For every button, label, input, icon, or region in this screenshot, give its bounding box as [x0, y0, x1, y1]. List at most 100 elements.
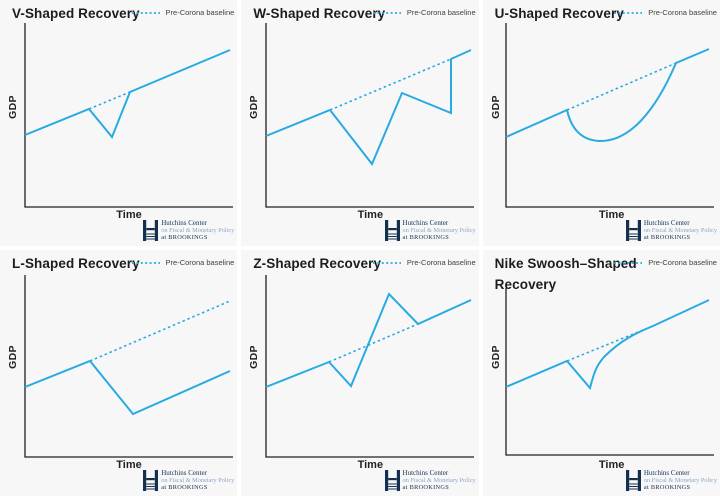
y-axis-label: GDP — [248, 95, 261, 119]
hutchins-brookings-logo: Hutchins Center on Fiscal & Monetary Pol… — [625, 469, 717, 492]
chart-title: W-Shaped Recovery — [253, 6, 386, 21]
logo-line2: on Fiscal & Monetary Policy — [402, 476, 476, 484]
logo-line1: Hutchins Center — [161, 468, 207, 477]
legend-label: Pre-Corona baseline — [648, 8, 717, 17]
hutchins-h-icon — [625, 469, 641, 491]
hutchins-brookings-logo: Hutchins Center on Fiscal & Monetary Pol… — [625, 219, 717, 242]
y-axis-label: GDP — [7, 95, 19, 119]
gdp-line — [265, 292, 472, 388]
logo-text: Hutchins Center on Fiscal & Monetary Pol… — [644, 219, 717, 242]
logo-line2: on Fiscal & Monetary Policy — [161, 476, 235, 484]
x-axis-label: Time — [116, 209, 142, 221]
hutchins-brookings-logo: Hutchins Center on Fiscal & Monetary Pol… — [143, 219, 234, 242]
dotted-line-swatch-icon — [614, 261, 643, 264]
line-chart — [24, 23, 233, 208]
chart-panel-z-shaped: Z-Shaped Recovery Pre-Corona baseline GD… — [241, 250, 479, 496]
hutchins-h-icon — [143, 469, 159, 491]
logo-text: Hutchins Center on Fiscal & Monetary Pol… — [644, 469, 717, 492]
chart-legend: Pre-Corona baseline — [372, 8, 476, 17]
chart-panel-w-shaped: W-Shaped Recovery Pre-Corona baseline GD… — [241, 0, 479, 246]
x-axis-label: Time — [357, 209, 384, 221]
hutchins-h-icon — [384, 469, 400, 491]
gdp-line — [265, 49, 472, 166]
dotted-line-swatch-icon — [372, 11, 401, 14]
line-chart — [505, 288, 714, 456]
chart-panel-v-shaped: V-Shaped Recovery Pre-Corona baseline GD… — [0, 0, 238, 246]
logo-line1: Hutchins Center — [161, 218, 207, 227]
hutchins-h-icon — [384, 219, 400, 241]
y-axis-label: GDP — [7, 345, 19, 369]
logo-line2: on Fiscal & Monetary Policy — [643, 226, 717, 234]
logo-text: Hutchins Center on Fiscal & Monetary Pol… — [403, 219, 476, 242]
logo-text: Hutchins Center on Fiscal & Monetary Pol… — [403, 469, 476, 492]
y-axis-label: GDP — [248, 345, 261, 369]
baseline-dotted-line — [88, 91, 131, 110]
legend-label: Pre-Corona baseline — [648, 258, 717, 267]
legend-label: Pre-Corona baseline — [406, 258, 476, 267]
line-chart — [265, 275, 475, 458]
chart-title: V-Shaped Recovery — [12, 6, 140, 21]
line-chart — [265, 23, 475, 208]
axes — [24, 275, 233, 458]
hutchins-brookings-logo: Hutchins Center on Fiscal & Monetary Pol… — [143, 469, 234, 492]
chart-panel-u-shaped: U-Shaped Recovery Pre-Corona baseline GD… — [482, 0, 720, 246]
baseline-dotted-line — [329, 323, 419, 363]
legend-label: Pre-Corona baseline — [165, 8, 235, 17]
axes — [265, 23, 475, 208]
chart-legend: Pre-Corona baseline — [131, 8, 235, 17]
baseline-dotted-line — [330, 58, 452, 111]
chart-panel-nike-swoosh: Nike Swoosh–Shaped Recovery Pre-Corona b… — [482, 250, 720, 496]
chart-title: Z-Shaped Recovery — [253, 256, 382, 271]
gdp-line — [24, 359, 231, 416]
baseline-dotted-line — [89, 300, 231, 362]
logo-line2: on Fiscal & Monetary Policy — [402, 226, 476, 234]
logo-line3: at BROOKINGS — [643, 484, 691, 492]
axes — [505, 288, 714, 456]
dotted-line-swatch-icon — [131, 261, 160, 264]
line-chart — [505, 23, 714, 208]
x-axis-label: Time — [598, 459, 625, 471]
hutchins-h-icon — [143, 219, 159, 241]
logo-line3: at BROOKINGS — [402, 484, 450, 492]
hutchins-brookings-logo: Hutchins Center on Fiscal & Monetary Pol… — [384, 469, 476, 492]
logo-text: Hutchins Center on Fiscal & Monetary Pol… — [161, 219, 234, 242]
logo-line2: on Fiscal & Monetary Policy — [161, 226, 235, 234]
logo-line3: at BROOKINGS — [161, 234, 208, 242]
line-chart — [24, 275, 233, 458]
axes — [505, 23, 714, 208]
logo-line1: Hutchins Center — [643, 218, 690, 227]
chart-title: L-Shaped Recovery — [12, 256, 140, 271]
logo-line1: Hutchins Center — [402, 218, 449, 227]
legend-label: Pre-Corona baseline — [406, 8, 476, 17]
gdp-line — [505, 299, 710, 391]
logo-text: Hutchins Center on Fiscal & Monetary Pol… — [161, 469, 234, 492]
logo-line3: at BROOKINGS — [161, 484, 208, 492]
dotted-line-swatch-icon — [131, 11, 160, 14]
chart-panel-l-shaped: L-Shaped Recovery Pre-Corona baseline GD… — [0, 250, 238, 496]
logo-line1: Hutchins Center — [643, 468, 690, 477]
chart-title: Nike Swoosh–Shaped Recovery — [494, 256, 637, 292]
logo-line3: at BROOKINGS — [402, 234, 450, 242]
hutchins-brookings-logo: Hutchins Center on Fiscal & Monetary Pol… — [384, 219, 476, 242]
x-axis-label: Time — [116, 459, 142, 471]
legend-label: Pre-Corona baseline — [165, 258, 235, 267]
chart-legend: Pre-Corona baseline — [372, 258, 476, 267]
chart-legend: Pre-Corona baseline — [613, 8, 717, 17]
dotted-line-swatch-icon — [372, 261, 401, 264]
chart-title: U-Shaped Recovery — [494, 6, 624, 21]
y-axis-label: GDP — [489, 345, 502, 369]
y-axis-label: GDP — [489, 95, 502, 119]
x-axis-label: Time — [598, 209, 625, 221]
logo-line1: Hutchins Center — [402, 468, 449, 477]
dotted-line-swatch-icon — [614, 11, 643, 14]
logo-line2: on Fiscal & Monetary Policy — [643, 476, 717, 484]
logo-line3: at BROOKINGS — [643, 234, 691, 242]
gdp-line — [505, 48, 710, 143]
x-axis-label: Time — [357, 459, 384, 471]
chart-legend: Pre-Corona baseline — [131, 258, 235, 267]
chart-legend: Pre-Corona baseline — [613, 258, 717, 267]
hutchins-h-icon — [625, 219, 641, 241]
gdp-line — [24, 49, 231, 139]
axes — [24, 23, 233, 208]
